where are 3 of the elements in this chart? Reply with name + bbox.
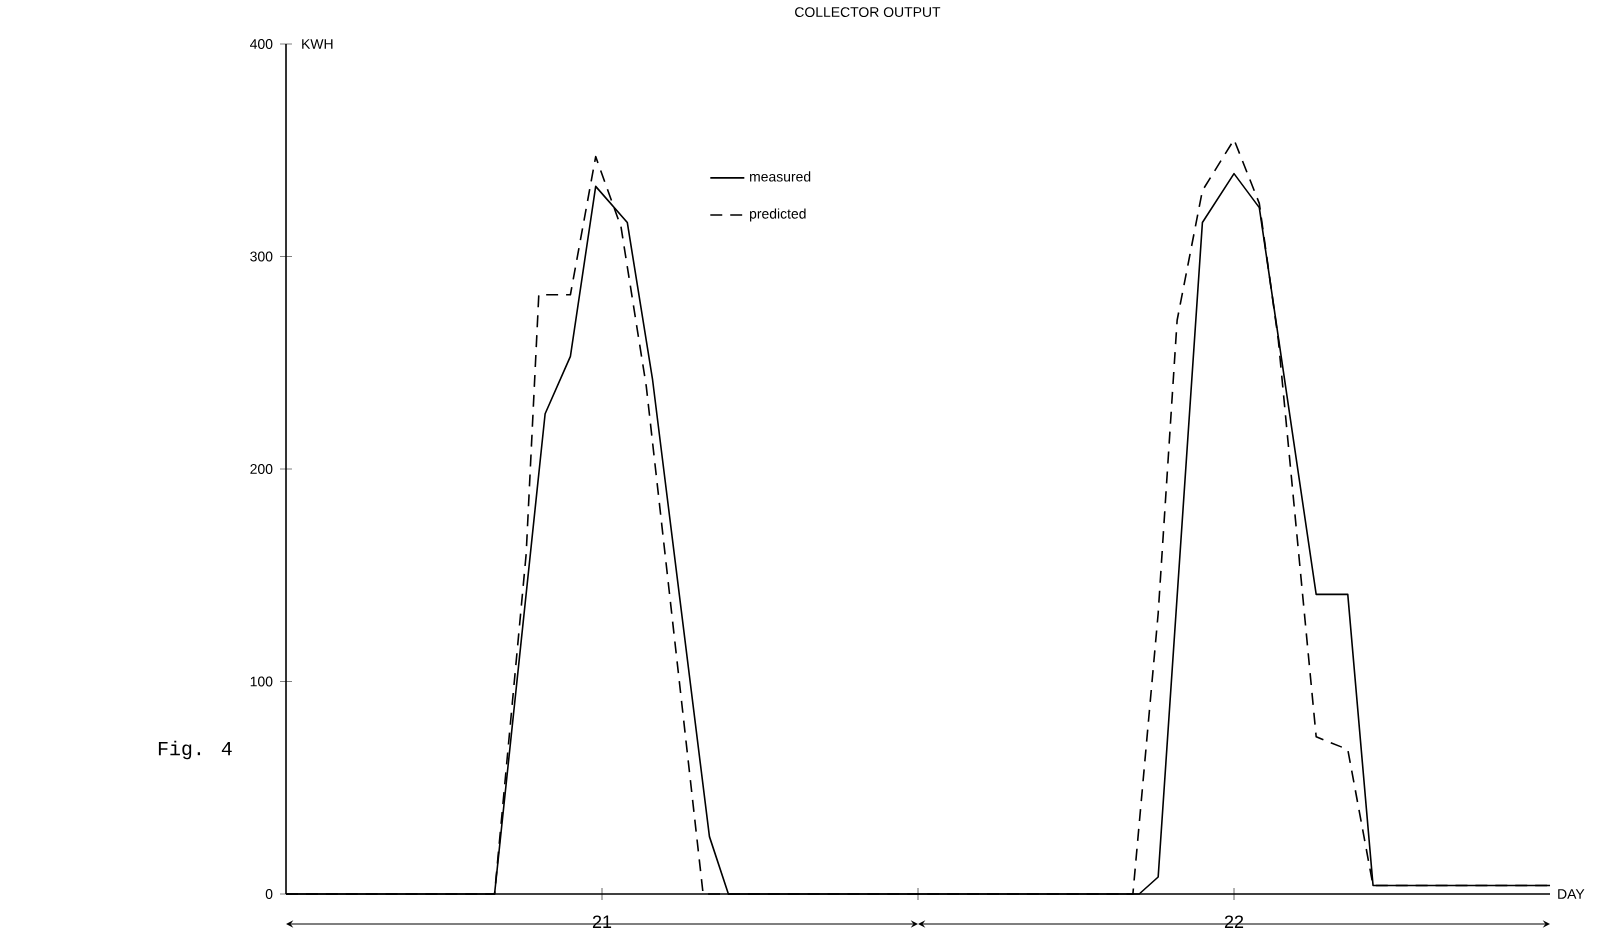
caption: Fig. 4 xyxy=(158,740,232,760)
x-tick-label: 22 xyxy=(1224,915,1244,928)
x-tick-label: 21 xyxy=(592,915,612,928)
